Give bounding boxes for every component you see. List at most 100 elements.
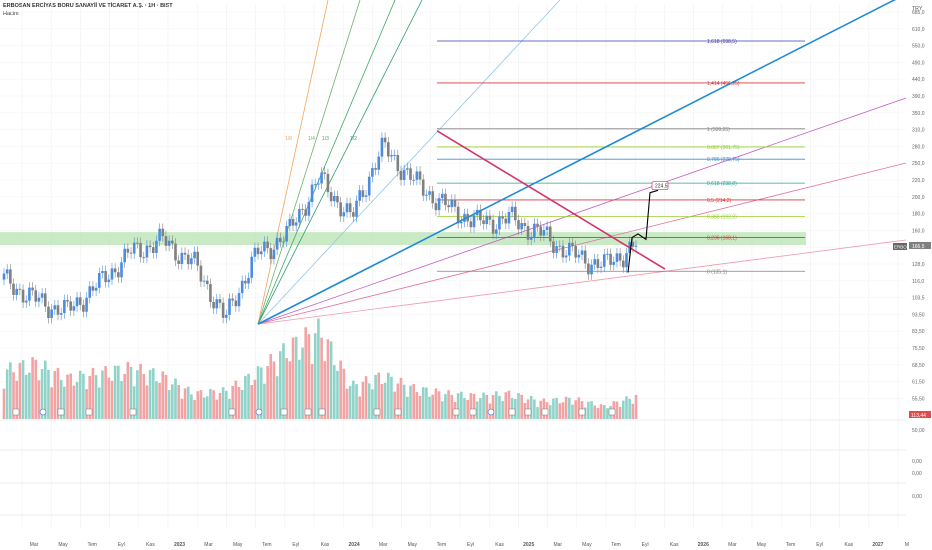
candle-body [390, 155, 393, 157]
osc-tick-label: 0,00 [912, 471, 922, 477]
volume-bar [456, 393, 460, 419]
volume-bar [514, 399, 517, 419]
y-tick-label: 610,0 [912, 27, 925, 33]
x-tick-label: Eyl [467, 542, 474, 548]
volume-bar [171, 384, 174, 419]
volume-bar [555, 397, 558, 419]
candle-body [539, 226, 543, 236]
candle-body [479, 209, 482, 221]
candle-body [66, 299, 69, 302]
candle-body [371, 168, 374, 177]
candle-body [272, 249, 276, 260]
candle-body [47, 306, 50, 319]
support-band [0, 232, 806, 246]
candle-body [453, 199, 457, 207]
volume-bar [393, 391, 396, 419]
volume-bar [279, 351, 282, 419]
volume-bar [310, 363, 314, 419]
candle-body [412, 179, 415, 181]
candle-body [285, 226, 288, 242]
y-tick-label: 280,0 [912, 144, 925, 150]
volume-bar [631, 403, 635, 419]
candle-body [418, 171, 422, 180]
candle-body [377, 156, 381, 170]
fan-label: 1/8 [285, 136, 292, 142]
volume-bar [301, 347, 304, 419]
candle-body [31, 287, 34, 291]
candle-body [21, 289, 25, 303]
volume-bar [161, 371, 165, 419]
candle-body [120, 262, 123, 278]
fan-line-light [257, 239, 907, 325]
candle-body [533, 223, 536, 237]
volume-bar [247, 373, 250, 419]
event-marker [394, 408, 402, 416]
fan-line [257, 0, 423, 325]
volume-bar [205, 396, 209, 419]
fib-label: 0 (135,1) [707, 269, 727, 275]
y-tick-label: 93,50 [912, 312, 925, 318]
y-tick-label: 440,0 [912, 77, 925, 83]
candle-body [332, 196, 336, 202]
candle-body [85, 297, 88, 312]
osc-tick-label: 0,00 [912, 459, 922, 465]
candle-body [234, 300, 238, 307]
volume-bar [444, 394, 447, 419]
volume-bar [180, 398, 184, 419]
candle-body [352, 212, 355, 217]
candle-body [564, 255, 568, 258]
event-marker [228, 408, 236, 416]
candle-body [310, 184, 314, 203]
volume-bar [43, 360, 47, 419]
volume-bar [498, 395, 501, 419]
event-marker [578, 408, 586, 416]
candle-body [431, 191, 435, 204]
fib-label: 0,887 (301,75) [707, 145, 740, 151]
y-tick-label: 310,0 [912, 128, 925, 134]
candle-body [358, 190, 361, 201]
candle-body [209, 284, 212, 302]
candles [2, 132, 638, 324]
candle-body [174, 243, 177, 261]
volume-bar [434, 388, 438, 419]
volume-bar [139, 363, 142, 419]
volume-bar [475, 401, 479, 419]
volume-bar [91, 367, 95, 419]
x-tick-label: May [408, 542, 418, 548]
x-tick-label: 2023 [174, 542, 185, 548]
event-marker [85, 408, 93, 416]
volume-bar [425, 387, 428, 419]
candle-body [393, 154, 396, 156]
volume-bar [231, 385, 234, 419]
event-markers [12, 408, 616, 416]
y-tick-label: 160,0 [912, 228, 925, 234]
candle-body [228, 298, 231, 315]
volume-bar [259, 367, 263, 419]
y-tick-label: 128,0 [912, 262, 925, 268]
candle-body [596, 259, 600, 268]
target-label: 224,5 [655, 184, 668, 190]
axis-bg [908, 0, 932, 550]
candle-body [590, 264, 593, 275]
x-tick-label: Kas [321, 542, 330, 548]
candle-body [307, 202, 311, 216]
candle-body [498, 216, 501, 230]
candle-body [406, 168, 409, 170]
volume-bar [40, 368, 44, 419]
fan-line-pink [257, 162, 907, 325]
volume-bar [186, 386, 190, 419]
candle-body [482, 220, 485, 225]
candle-body [583, 250, 587, 264]
candle-body [618, 253, 622, 261]
candle-body [383, 137, 387, 143]
volume-bar [164, 374, 168, 419]
candle-body [5, 269, 9, 274]
volume-bar [415, 391, 419, 419]
candle-body [56, 305, 60, 315]
candle-body [231, 298, 234, 301]
event-marker [318, 408, 326, 416]
candle-body [104, 271, 107, 283]
candle-body [177, 260, 180, 265]
event-marker [304, 408, 312, 416]
